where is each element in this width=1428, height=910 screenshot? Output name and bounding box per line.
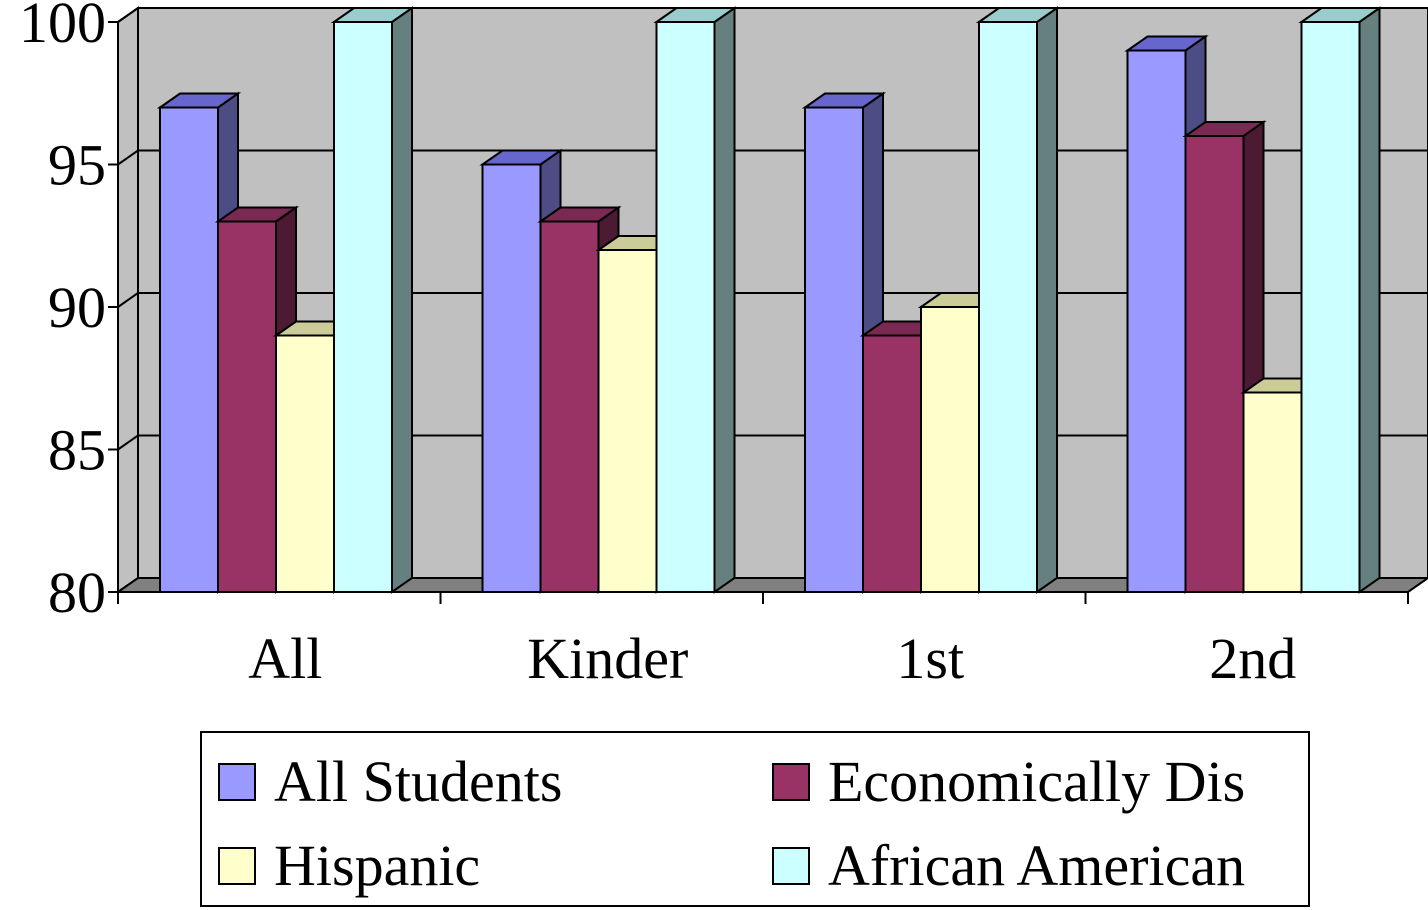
legend-swatch-hispanic [218, 847, 256, 885]
x-tick-label-kinder: Kinder [527, 626, 688, 691]
legend-label-african-american: African American [828, 837, 1245, 895]
legend-label-economically-dis: Economically Dis [828, 753, 1245, 811]
y-tick-label: 80 [48, 560, 106, 625]
legend-swatch-all-students [218, 763, 256, 801]
legend-label-hispanic: Hispanic [274, 837, 480, 895]
legend-item-hispanic: Hispanic [218, 831, 480, 901]
x-tick-label-all: All [248, 626, 322, 691]
legend-item-economically-dis: Economically Dis [772, 747, 1245, 817]
y-tick-label: 85 [48, 418, 106, 483]
x-tick-label-2nd: 2nd [1209, 626, 1296, 691]
legend: All Students Economically Dis Hispanic A… [200, 731, 1310, 907]
bar-chart: 80 85 90 95 100 All Kinder 1st 2nd [0, 0, 1428, 730]
bar-african-american-kinder [657, 8, 735, 592]
y-tick-label: 100 [19, 0, 106, 55]
legend-swatch-african-american [772, 847, 810, 885]
y-tick-labels: 80 85 90 95 100 [19, 0, 106, 625]
legend-item-all-students: All Students [218, 747, 562, 817]
x-tick-label-1st: 1st [896, 626, 964, 691]
legend-swatch-economically-dis [772, 763, 810, 801]
y-tick-label: 95 [48, 133, 106, 198]
bar-african-american-all [334, 8, 412, 592]
bar-african-american-1st [979, 8, 1057, 592]
bar-african-american-2nd [1302, 8, 1380, 592]
x-tick-labels: All Kinder 1st 2nd [248, 626, 1296, 691]
legend-item-african-american: African American [772, 831, 1245, 901]
legend-label-all-students: All Students [274, 753, 562, 811]
y-tick-label: 90 [48, 275, 106, 340]
